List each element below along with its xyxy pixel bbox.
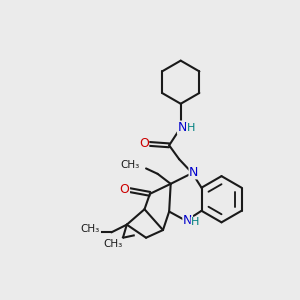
Text: O: O bbox=[120, 183, 129, 196]
Text: CH₃: CH₃ bbox=[81, 224, 100, 233]
Text: N: N bbox=[183, 214, 192, 226]
Text: O: O bbox=[139, 136, 149, 149]
Text: CH₃: CH₃ bbox=[103, 239, 123, 249]
Text: CH₃: CH₃ bbox=[121, 160, 140, 170]
Text: N: N bbox=[189, 166, 199, 179]
Text: H: H bbox=[191, 217, 200, 227]
Text: H: H bbox=[187, 123, 195, 134]
Text: N: N bbox=[178, 121, 187, 134]
